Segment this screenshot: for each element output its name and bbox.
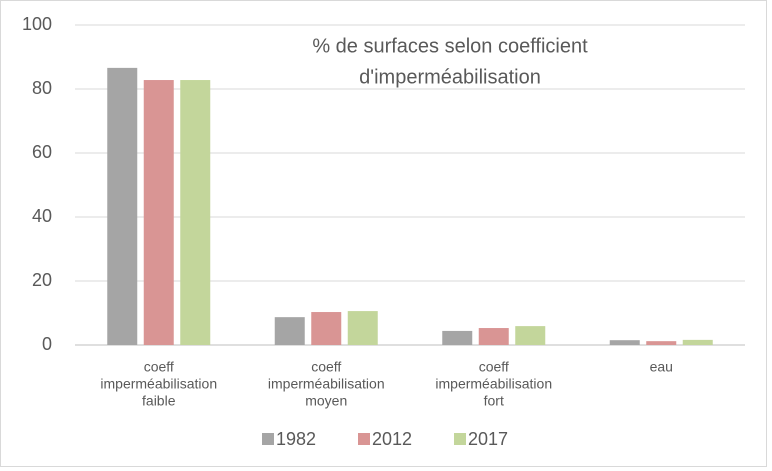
y-tick-label: 100 [22, 14, 52, 34]
x-tick-label: imperméabilisation [100, 376, 217, 392]
bar [442, 330, 473, 345]
bar [478, 328, 509, 345]
y-tick-label: 0 [42, 334, 52, 354]
legend-swatch [358, 433, 370, 445]
y-tick-label: 40 [32, 206, 52, 226]
legend-label: 2012 [372, 429, 412, 449]
legend-label: 1982 [276, 429, 316, 449]
x-tick-label: coeff [144, 359, 174, 375]
y-tick-label: 20 [32, 270, 52, 290]
chart-title: d'imperméabilisation [359, 66, 541, 88]
x-tick-label: imperméabilisation [435, 376, 552, 392]
bar [347, 311, 378, 345]
x-tick-label: coeff [479, 359, 509, 375]
x-tick-label: moyen [305, 393, 347, 409]
bar [646, 341, 677, 345]
x-tick-label: eau [650, 359, 673, 375]
x-tick-label: coeff [311, 359, 341, 375]
legend-label: 2017 [468, 429, 508, 449]
bar [609, 340, 640, 345]
y-tick-label: 80 [32, 78, 52, 98]
bar [515, 326, 546, 345]
x-tick-label: faible [142, 393, 176, 409]
bar [311, 312, 342, 345]
bar [682, 339, 713, 345]
x-tick-label: fort [484, 393, 504, 409]
bar [274, 317, 305, 345]
bar [180, 80, 211, 345]
legend-swatch [454, 433, 466, 445]
bar [143, 80, 174, 345]
x-tick-label: imperméabilisation [268, 376, 385, 392]
chart-title: % de surfaces selon coefficient [312, 35, 588, 57]
legend-swatch [262, 433, 274, 445]
bar [107, 67, 138, 345]
y-tick-label: 60 [32, 142, 52, 162]
